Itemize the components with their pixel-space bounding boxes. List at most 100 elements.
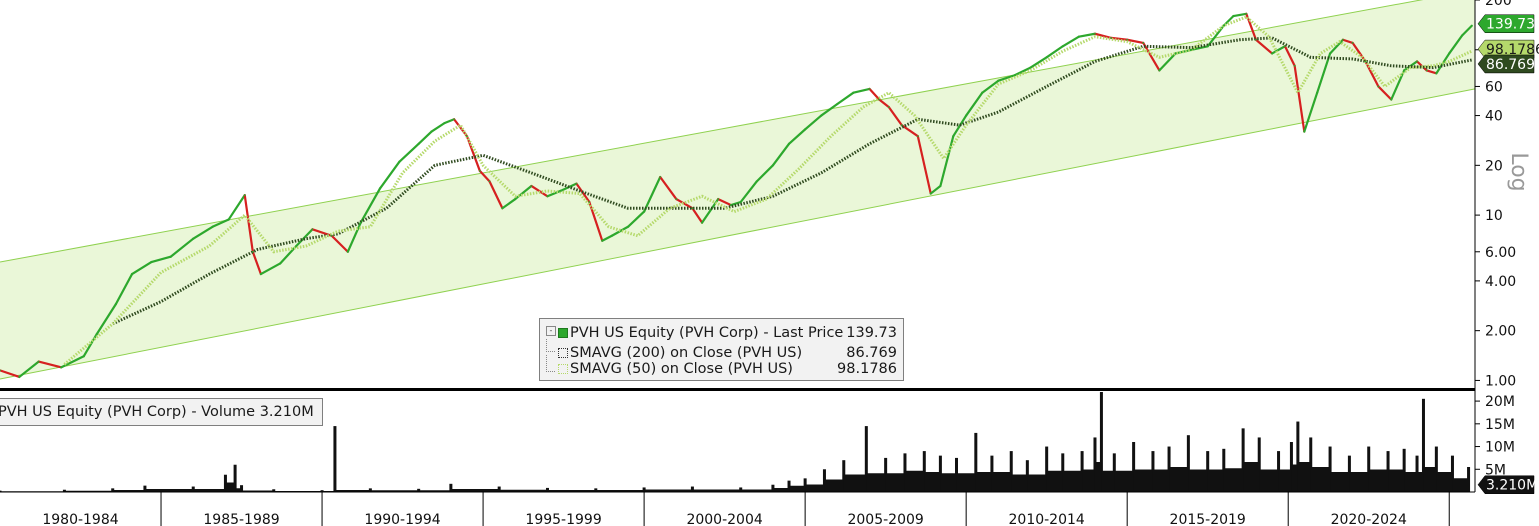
price-segment xyxy=(887,106,903,127)
volume-fill xyxy=(789,485,806,492)
price-segment xyxy=(0,369,21,379)
volume-fill xyxy=(1152,469,1170,492)
price-segment xyxy=(1029,56,1048,69)
price-segment xyxy=(1283,45,1296,67)
price-segment xyxy=(37,360,63,369)
volume-fill xyxy=(772,488,790,492)
price-point xyxy=(659,176,662,178)
price-point xyxy=(1351,42,1354,44)
price-segment xyxy=(279,244,298,265)
volume-fill xyxy=(1436,472,1453,492)
price-segment xyxy=(114,272,134,306)
x-tick-label: 2005-2009 xyxy=(847,512,923,526)
volume-fill xyxy=(991,472,1012,492)
price-segment xyxy=(211,218,230,228)
price-legend[interactable]: - PVH US Equity (PVH Corp) - Last Price … xyxy=(539,318,904,381)
price-segment xyxy=(130,260,153,276)
price-point xyxy=(1448,52,1451,55)
price-point xyxy=(488,180,491,183)
legend-sma50-label: SMAVG (50) on Close (PVH US) xyxy=(570,361,793,377)
price-segment xyxy=(1461,24,1473,37)
price-segment xyxy=(659,175,678,201)
x-tick-label: 2010-2014 xyxy=(1009,512,1085,526)
price-point xyxy=(169,255,172,258)
price-segment xyxy=(488,180,504,210)
legend-row-price[interactable]: - PVH US Equity (PVH Corp) - Last Price … xyxy=(544,323,897,343)
price-point xyxy=(1126,38,1129,41)
price-segment xyxy=(787,128,807,145)
volume-bar xyxy=(974,432,978,492)
volume-fill xyxy=(1330,472,1350,492)
volume-fill xyxy=(1388,469,1405,492)
volume-fill xyxy=(1291,464,1298,492)
y-tick-label: 6.00 xyxy=(1485,245,1516,261)
sma50-tag-label: 98.1786 xyxy=(1486,42,1539,58)
price-segment xyxy=(1126,38,1145,45)
price-point xyxy=(739,201,742,203)
price-point xyxy=(675,198,678,200)
price-segment xyxy=(1341,38,1354,45)
y-axis-label: Log xyxy=(1506,152,1531,191)
price-point xyxy=(95,333,98,336)
volume-fill xyxy=(370,490,419,492)
price-segment xyxy=(1271,45,1287,55)
volume-fill xyxy=(241,490,274,492)
price-segment xyxy=(1232,12,1248,18)
price-segment xyxy=(965,91,984,117)
price-panel xyxy=(0,0,1476,380)
volume-fill xyxy=(1243,462,1260,492)
price-segment xyxy=(771,142,791,167)
price-point xyxy=(530,185,533,187)
y-tick-label: 10 xyxy=(1485,208,1503,224)
price-point xyxy=(981,91,984,94)
price-point xyxy=(1110,36,1112,39)
price-segment xyxy=(643,175,662,213)
price-point xyxy=(466,135,468,138)
price-point xyxy=(1425,69,1428,72)
price-segment xyxy=(546,189,562,198)
x-tick-label: 2000-2004 xyxy=(686,512,762,526)
sma50-swatch-icon xyxy=(558,364,568,374)
price-segment xyxy=(346,221,362,253)
price-segment xyxy=(243,194,254,253)
volume-fill xyxy=(1349,472,1369,492)
volume-fill xyxy=(975,472,992,492)
price-segment xyxy=(691,207,704,224)
y-tick-label: 2.00 xyxy=(1485,324,1516,340)
price-tag-label: 139.73 xyxy=(1486,17,1535,33)
volume-fill xyxy=(1188,469,1208,492)
price-point xyxy=(965,114,968,117)
x-tick-label: 1980-1984 xyxy=(42,512,118,526)
legend-row-sma200[interactable]: SMAVG (200) on Close (PVH US) 86.769 xyxy=(544,343,897,363)
price-point xyxy=(1255,38,1257,41)
price-segment xyxy=(417,130,433,145)
price-segment xyxy=(997,74,1016,82)
price-segment xyxy=(916,135,932,195)
volume-legend[interactable]: PVH US Equity (PVH Corp) - Volume 3.210M xyxy=(0,398,323,426)
price-segment xyxy=(1061,35,1080,48)
price-segment xyxy=(1403,60,1419,72)
price-point xyxy=(887,106,890,109)
price-point xyxy=(1342,38,1344,41)
volume-bar xyxy=(143,485,147,492)
y-tick-label: 4.00 xyxy=(1485,274,1516,290)
sma200-swatch-icon xyxy=(558,348,568,358)
price-segment xyxy=(1425,69,1438,75)
legend-row-sma50[interactable]: SMAVG (50) on Close (PVH US) 98.1786 xyxy=(544,359,897,379)
volume-fill xyxy=(418,490,451,492)
price-point xyxy=(1271,52,1274,55)
price-segment xyxy=(169,237,195,258)
price-segment xyxy=(878,98,890,109)
price-segment xyxy=(1254,38,1274,55)
collapse-icon[interactable]: - xyxy=(546,326,556,336)
volume-bar xyxy=(922,451,926,492)
price-segment xyxy=(804,114,823,131)
volume-fill xyxy=(940,473,957,492)
price-segment xyxy=(952,114,968,138)
price-point xyxy=(279,262,282,265)
price-point xyxy=(755,180,758,183)
price-segment xyxy=(601,234,613,242)
price-point xyxy=(929,192,932,195)
